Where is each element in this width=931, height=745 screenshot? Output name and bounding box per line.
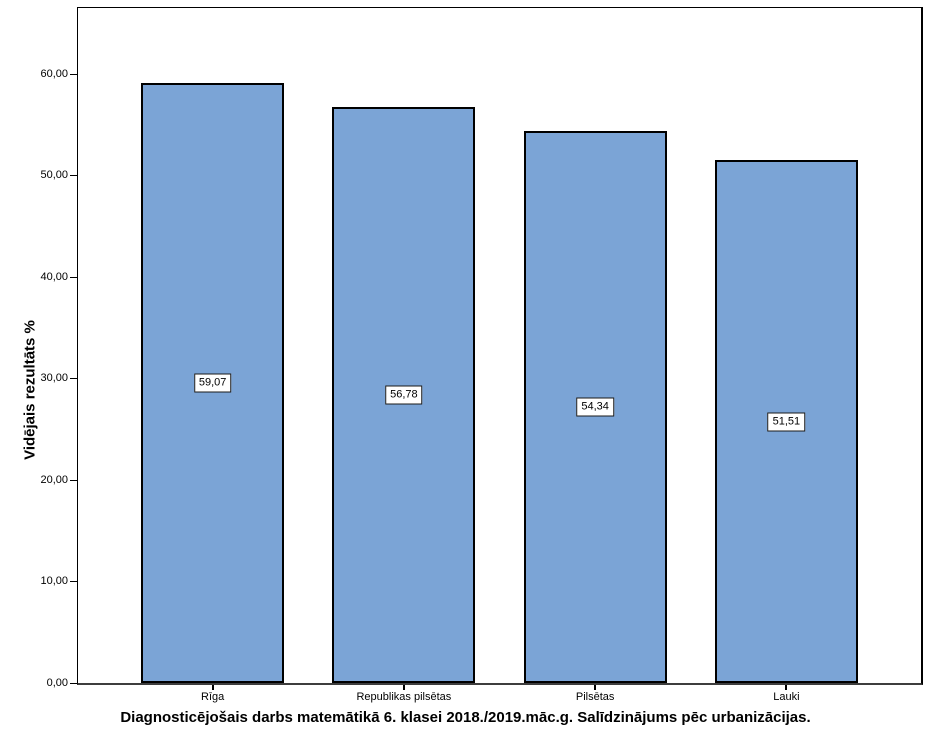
x-category-label: Republikas pilsētas	[356, 691, 452, 703]
y-axis-title: Vidējais rezultāts %	[21, 320, 39, 460]
y-tick-label: 0,00	[46, 677, 68, 689]
x-tick-mark	[402, 685, 405, 690]
y-tick-label: 60,00	[40, 67, 68, 80]
bar-value-label: 56,78	[385, 385, 423, 405]
y-tick-label: 30,00	[40, 372, 68, 385]
y-tick-mark	[70, 378, 77, 380]
bar-value-label: 59,07	[193, 373, 232, 393]
x-tick-mark	[594, 685, 597, 690]
chart-title: Diagnosticējošais darbs matemātikā 6. kl…	[120, 709, 811, 726]
x-tick-mark	[211, 685, 214, 690]
y-tick-mark	[70, 175, 77, 177]
x-tick-mark	[785, 685, 788, 690]
bar-value-label: 51,51	[767, 412, 806, 432]
y-tick-label: 10,00	[40, 575, 68, 588]
x-category-label: Lauki	[773, 691, 800, 703]
y-tick-mark	[70, 581, 77, 583]
x-category-label: Pilsētas	[575, 691, 615, 703]
y-tick-label: 40,00	[40, 270, 68, 283]
y-tick-mark	[70, 683, 77, 684]
y-tick-mark	[70, 479, 77, 481]
bar-value-label: 54,34	[576, 397, 614, 417]
y-tick-mark	[70, 73, 77, 75]
y-tick-label: 50,00	[40, 169, 68, 182]
y-tick-mark	[70, 276, 77, 278]
x-category-label: Rīga	[201, 691, 225, 703]
y-tick-label: 20,00	[40, 473, 68, 486]
